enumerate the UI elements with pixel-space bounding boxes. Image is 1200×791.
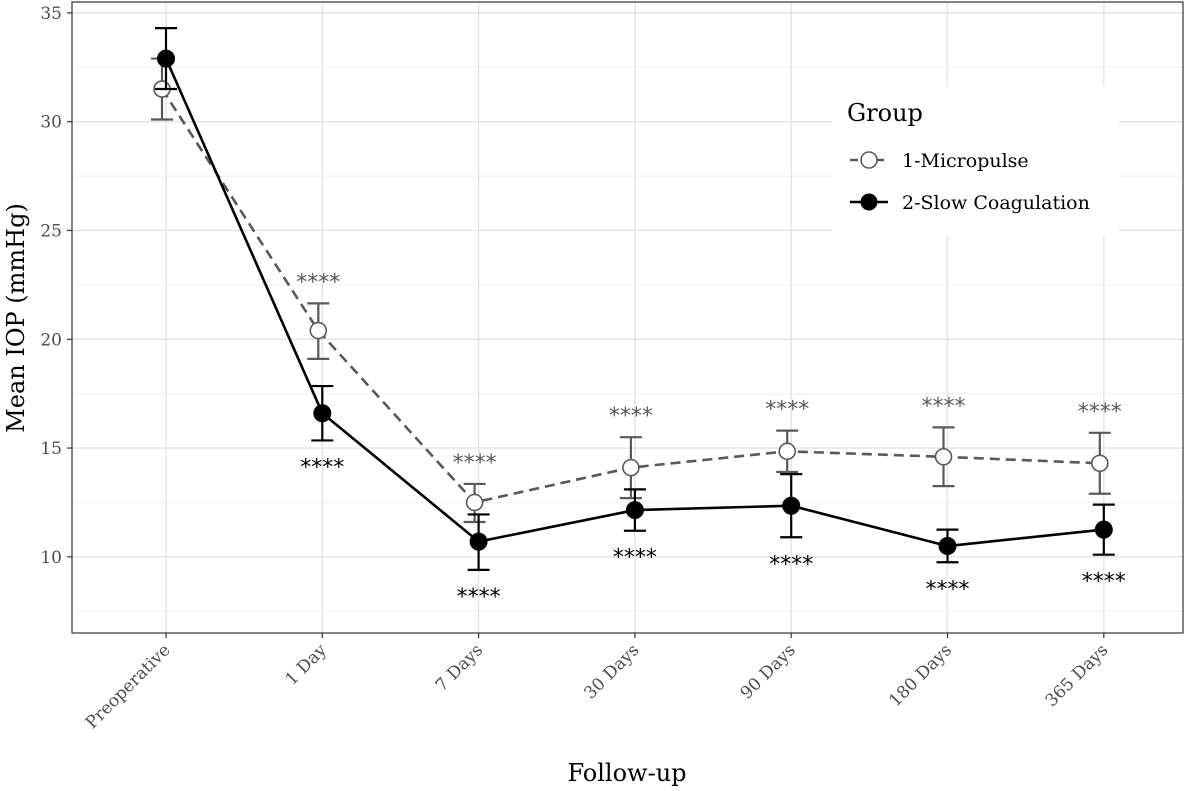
plot-panel-border bbox=[71, 1, 1184, 634]
series-micropulse: **** **** **** **** **** **** bbox=[151, 57, 1122, 524]
legend-label: 1-Micropulse bbox=[902, 150, 1029, 172]
legend-key-marker bbox=[860, 193, 878, 211]
legend-title: Group bbox=[847, 99, 923, 127]
y-tick-label: 30 bbox=[40, 113, 62, 133]
significance-label: **** bbox=[613, 546, 657, 571]
significance-label: **** bbox=[926, 577, 970, 602]
significance-label: **** bbox=[609, 404, 653, 429]
y-tick-label: 15 bbox=[40, 439, 62, 459]
x-tick-label: 90 Days bbox=[737, 640, 800, 703]
significance-label: **** bbox=[453, 451, 497, 476]
data-point bbox=[313, 404, 332, 423]
data-point bbox=[469, 532, 488, 551]
legend: Group 1-Micropulse 2-Slow Coagulation bbox=[832, 86, 1118, 236]
data-point bbox=[778, 442, 797, 461]
x-tick-label: Preoperative bbox=[82, 640, 175, 733]
legend-label: 2-Slow Coagulation bbox=[902, 192, 1090, 214]
legend-keys: 1-Micropulse 2-Slow Coagulation bbox=[850, 150, 1090, 214]
x-axis: Preoperative 1 Day 7 Days 30 Days 90 Days 180… bbox=[82, 633, 1112, 733]
significance-label: **** bbox=[769, 552, 813, 577]
y-axis: 10 15 20 25 30 35 bbox=[40, 4, 72, 568]
data-point bbox=[625, 501, 644, 520]
x-tick-label: 30 Days bbox=[580, 640, 643, 703]
significance-label: **** bbox=[1078, 400, 1122, 425]
data-point bbox=[782, 496, 801, 515]
data-point bbox=[157, 49, 175, 68]
legend-key-marker bbox=[860, 151, 878, 169]
significance-label: **** bbox=[457, 585, 501, 610]
data-point bbox=[309, 321, 328, 340]
data-point bbox=[1091, 454, 1109, 473]
x-tick-label: 1 Day bbox=[282, 640, 331, 689]
series-slow-coagulation: **** **** **** **** **** **** bbox=[155, 27, 1126, 610]
significance-label: **** bbox=[922, 394, 966, 419]
data-point bbox=[622, 458, 640, 477]
y-tick-label: 35 bbox=[40, 4, 62, 24]
significance-label: **** bbox=[1082, 570, 1126, 595]
data-point bbox=[465, 493, 484, 512]
significance-label: **** bbox=[300, 455, 344, 480]
y-tick-label: 10 bbox=[40, 548, 62, 568]
y-tick-label: 25 bbox=[40, 221, 62, 241]
x-tick-label: 7 Days bbox=[432, 640, 487, 695]
x-tick-label: 180 Days bbox=[885, 640, 956, 711]
data-point bbox=[1094, 520, 1113, 539]
series-layer: ************ **** **** **************** ****… bbox=[151, 27, 1126, 610]
y-tick-label: 20 bbox=[40, 330, 62, 350]
data-point bbox=[934, 447, 953, 466]
significance-label: **** bbox=[296, 270, 340, 295]
data-point bbox=[938, 536, 957, 555]
x-tick-label: 365 Days bbox=[1042, 640, 1113, 711]
y-axis-title: Mean IOP (mmHg) bbox=[2, 203, 30, 433]
significance-label: **** bbox=[765, 398, 809, 423]
x-axis-title: Follow-up bbox=[567, 759, 686, 787]
